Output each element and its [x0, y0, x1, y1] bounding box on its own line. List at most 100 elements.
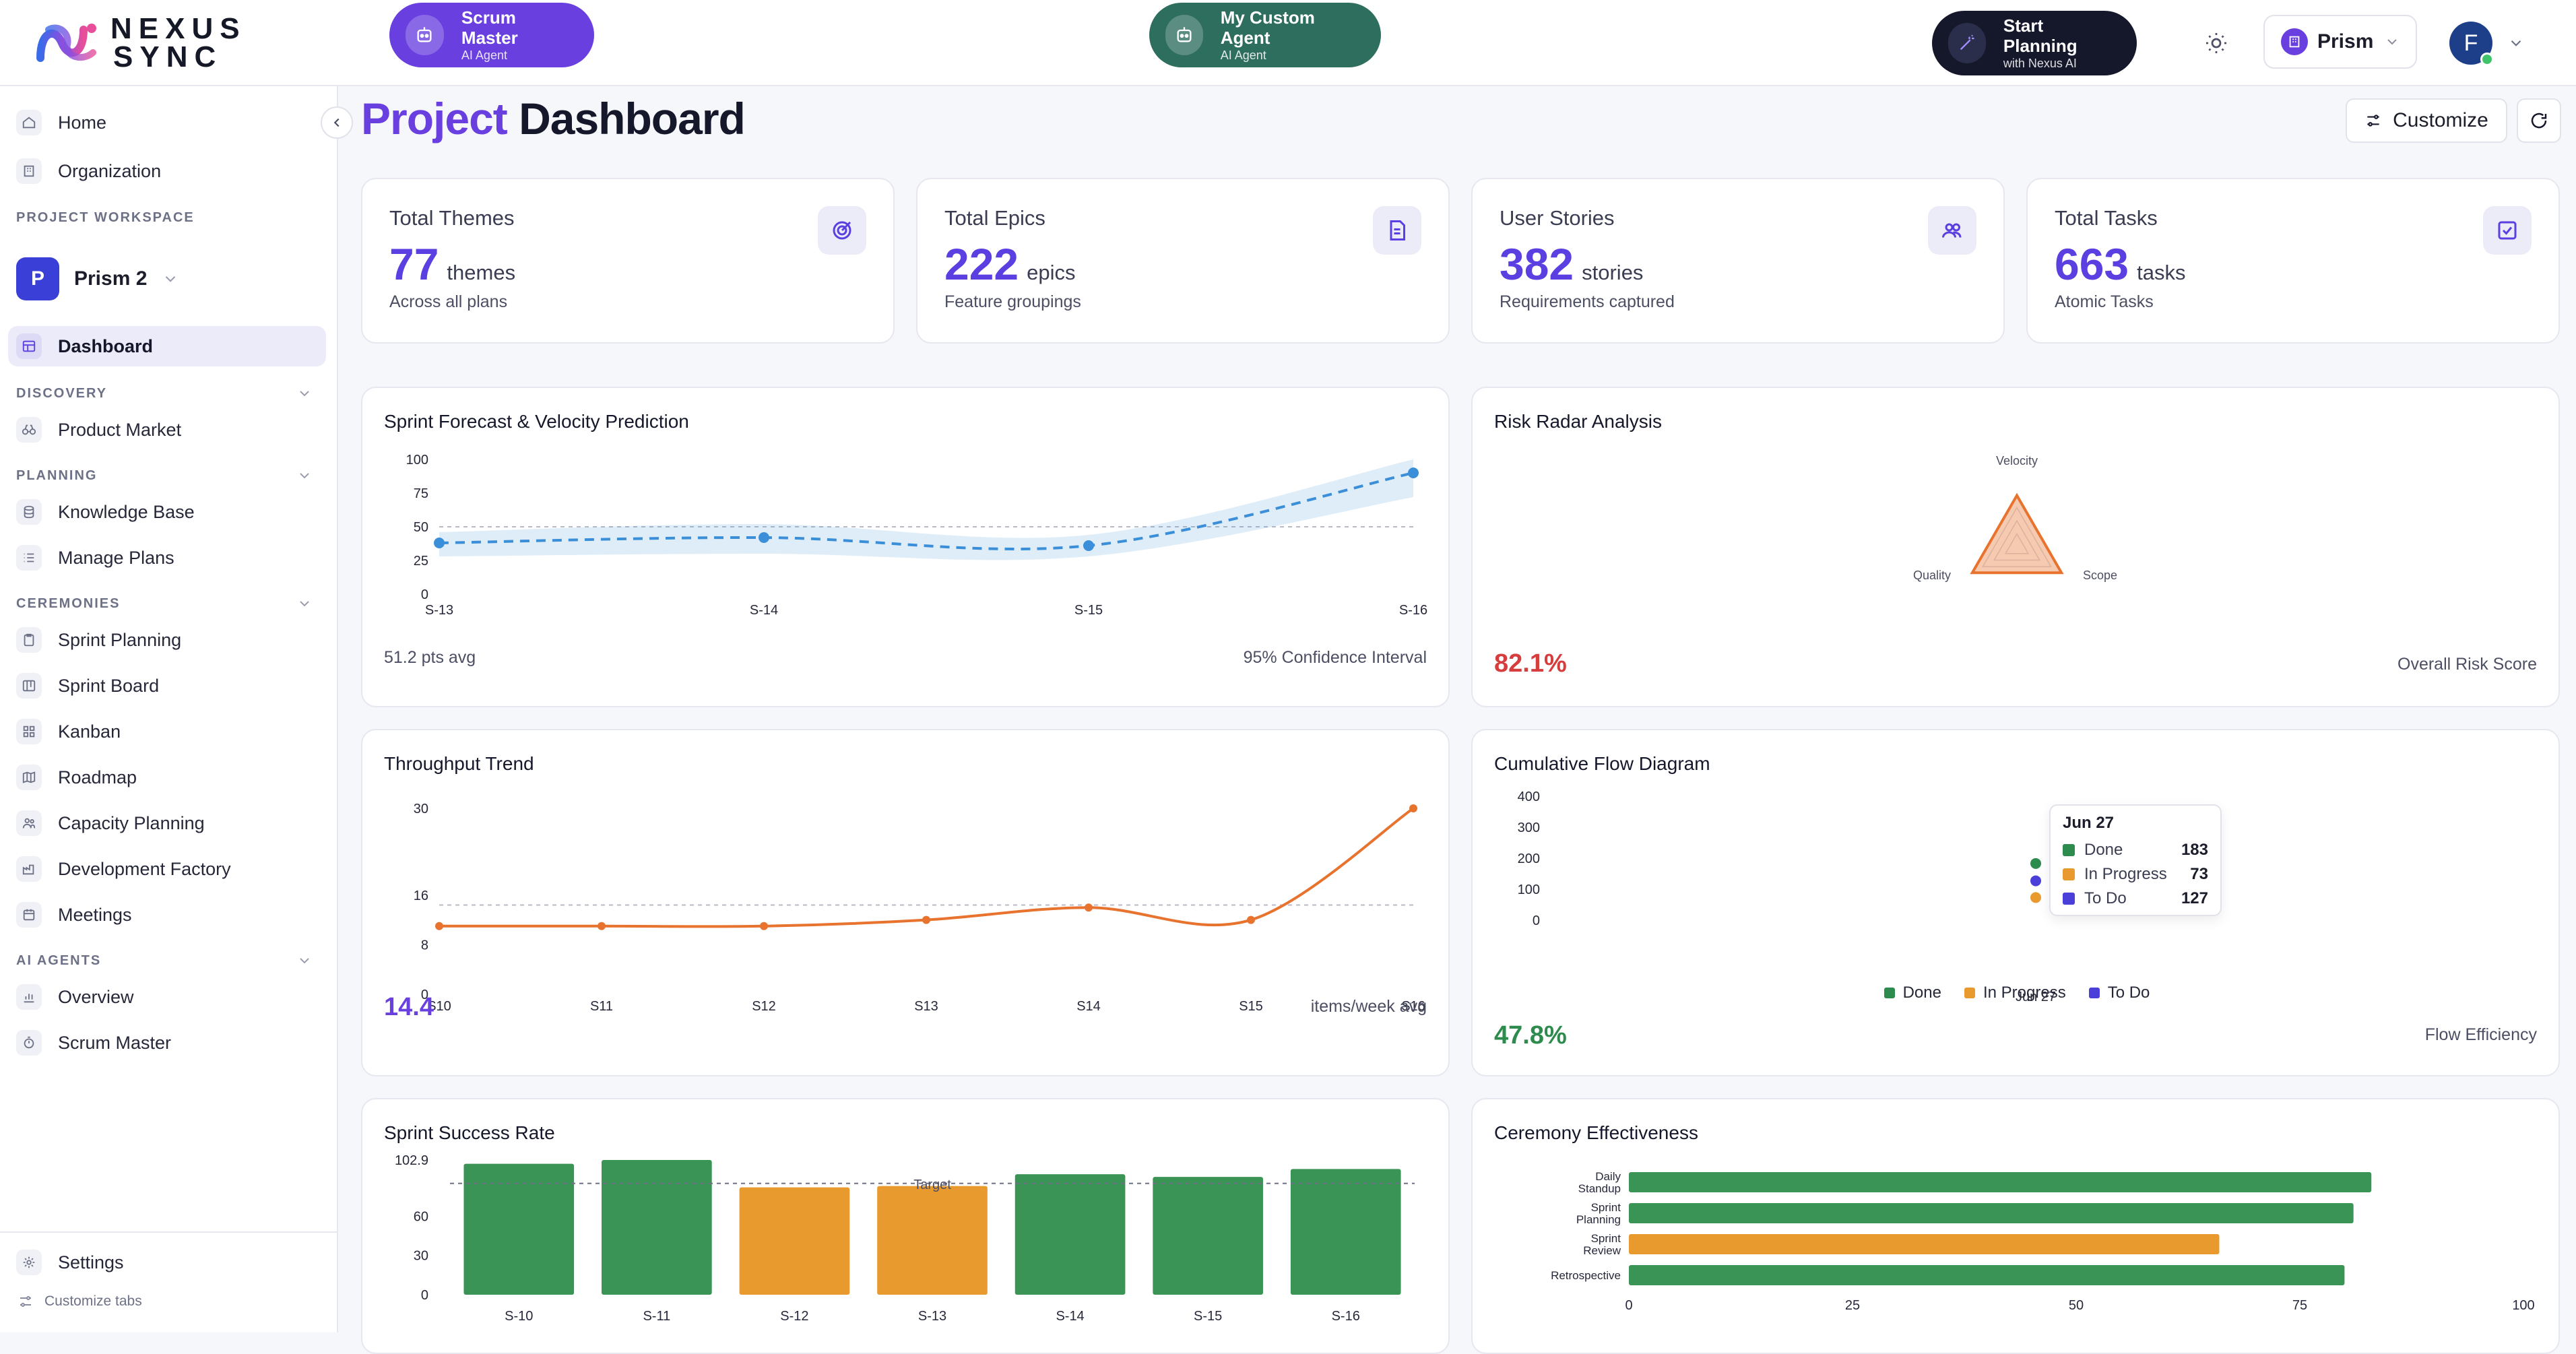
sidebar-item-manage-plans[interactable]: Manage Plans [8, 538, 326, 578]
data-point [1247, 915, 1255, 924]
y-tick-label: 102.9 [395, 1153, 428, 1168]
x-tick-label: S-14 [1056, 1309, 1084, 1324]
sidebar-item-kanban[interactable]: Kanban [8, 711, 326, 752]
sidebar-item-capacity-planning[interactable]: Capacity Planning [8, 803, 326, 843]
throughput-unit-label: items/week avg [1310, 997, 1427, 1016]
sidebar-item-home[interactable]: Home [8, 102, 326, 143]
sidebar-item-label: Knowledge Base [58, 501, 195, 522]
y-tick-label: Daily [1595, 1170, 1621, 1183]
section-ai-agents[interactable]: AI AGENTS [16, 953, 313, 969]
section-planning[interactable]: PLANNING [16, 468, 313, 484]
legend-item[interactable]: Done [1883, 984, 1941, 1002]
data-point [1409, 804, 1417, 812]
data-point [760, 922, 768, 930]
radar-axis-label: Scope [2083, 569, 2117, 582]
y-tick-label: 8 [421, 938, 428, 953]
refresh-button[interactable] [2517, 98, 2561, 143]
chevron-down-icon [166, 276, 176, 282]
stat-value: 222 epics [944, 238, 1076, 298]
y-tick-label: Planning [1576, 1213, 1621, 1226]
tooltip-row: Done 183 [2063, 838, 2208, 862]
section-ceremonies[interactable]: CEREMONIES [16, 595, 313, 612]
workspace-icon [2281, 28, 2308, 55]
data-point [598, 922, 606, 930]
section-title: CEREMONIES [16, 595, 121, 611]
legend-swatch [2088, 988, 2100, 998]
stat-card-tasks: Total Tasks 663 tasks Atomic Tasks [2026, 178, 2560, 344]
start-planning-title: Start Planning [2003, 15, 2078, 56]
sidebar-item-development-factory[interactable]: Development Factory [8, 849, 326, 889]
data-point [1085, 903, 1093, 912]
sidebar-item-sprint-board[interactable]: Sprint Board [8, 666, 326, 706]
online-status-dot [2480, 53, 2494, 66]
bar [1290, 1169, 1401, 1295]
risk-score-value: 82.1% [1494, 649, 1567, 678]
sidebar-item-settings[interactable]: Settings [8, 1242, 326, 1283]
theme-toggle-button[interactable] [2197, 24, 2235, 62]
sidebar-item-dashboard[interactable]: Dashboard [8, 326, 326, 366]
x-tick-label: 100 [2512, 1298, 2534, 1313]
y-tick-label: 0 [421, 988, 428, 1002]
section-discovery[interactable]: DISCOVERY [16, 385, 313, 401]
throughput-value: 14.4 [384, 993, 434, 1021]
x-tick-label: 75 [2292, 1298, 2307, 1313]
bar [1629, 1234, 2220, 1254]
chevron-down-icon [300, 601, 309, 607]
tooltip-title: Jun 27 [2063, 814, 2115, 832]
radar-grid [1982, 506, 2052, 567]
tooltip-series-name: To Do [2084, 889, 2127, 907]
workspace-switcher[interactable]: Prism [2263, 15, 2417, 69]
velocity-line [439, 472, 1414, 551]
stat-label: User Stories [1500, 206, 1615, 230]
legend-swatch [1883, 988, 1895, 998]
customize-tabs-label: Customize tabs [44, 1293, 142, 1309]
sidebar-item-sprint-planning[interactable]: Sprint Planning [8, 620, 326, 660]
stat-unit: themes [447, 261, 516, 284]
forecast-card: Sprint Forecast & Velocity Prediction 0 2… [361, 387, 1450, 707]
scrum-master-agent-button[interactable]: Scrum Master AI Agent [389, 3, 594, 67]
data-point [759, 532, 769, 543]
y-tick-label: Sprint [1591, 1201, 1621, 1214]
stat-label: Total Epics [944, 206, 1045, 230]
nexus-sync-logo[interactable]: NEXUS SYNC [35, 14, 240, 72]
user-menu[interactable]: F [2449, 19, 2544, 67]
tooltip-series-value: 127 [2181, 889, 2208, 907]
sidebar-item-scrum-master[interactable]: Scrum Master [8, 1023, 326, 1063]
stat-card-stories: User Stories 382 stories Requirements cap… [1471, 178, 2005, 344]
chevron-down-icon [300, 473, 309, 479]
users-icon [16, 810, 42, 836]
bar [877, 1186, 988, 1295]
sidebar-item-product-market[interactable]: Product Market [8, 410, 326, 450]
legend-item[interactable]: To Do [2088, 984, 2150, 1002]
project-switcher[interactable]: P Prism 2 [16, 256, 218, 302]
x-tick-label: 25 [1845, 1298, 1860, 1313]
sidebar-item-meetings[interactable]: Meetings [8, 895, 326, 935]
database-icon [16, 499, 42, 525]
stat-label: Total Tasks [2055, 206, 2158, 230]
sidebar-item-label: Roadmap [58, 767, 137, 787]
y-tick-label: 0 [1533, 913, 1540, 928]
sidebar-item-label: Capacity Planning [58, 812, 205, 833]
factory-icon [16, 856, 42, 882]
x-tick-label: 0 [1625, 1298, 1632, 1313]
start-planning-button[interactable]: Start Planning with Nexus AI [1932, 11, 2137, 75]
sidebar-item-overview[interactable]: Overview [8, 977, 326, 1017]
stat-number: 77 [389, 239, 439, 289]
stat-subtitle: Requirements captured [1500, 292, 1675, 311]
sidebar-item-label: Product Market [58, 419, 182, 440]
project-avatar: P [16, 257, 59, 300]
customize-tabs-button[interactable]: Customize tabs [18, 1293, 142, 1310]
sidebar-item-knowledge-base[interactable]: Knowledge Base [8, 492, 326, 532]
y-tick-label: Review [1583, 1244, 1621, 1257]
collapse-sidebar-button[interactable] [321, 106, 353, 139]
sidebar-item-roadmap[interactable]: Roadmap [8, 757, 326, 798]
y-tick-label: 0 [421, 1288, 428, 1303]
legend-item[interactable]: In Progress [1964, 984, 2066, 1002]
sidebar-item-organization[interactable]: Organization [8, 151, 326, 191]
kanban-icon [16, 719, 42, 744]
board-icon [16, 673, 42, 699]
logo-text-line1: NEXUS [110, 12, 247, 45]
customize-button[interactable]: Customize [2346, 98, 2507, 143]
custom-agent-button[interactable]: My Custom Agent AI Agent [1149, 3, 1381, 67]
risk-radar-card: Risk Radar Analysis Velocity Scope Quality… [1471, 387, 2560, 707]
